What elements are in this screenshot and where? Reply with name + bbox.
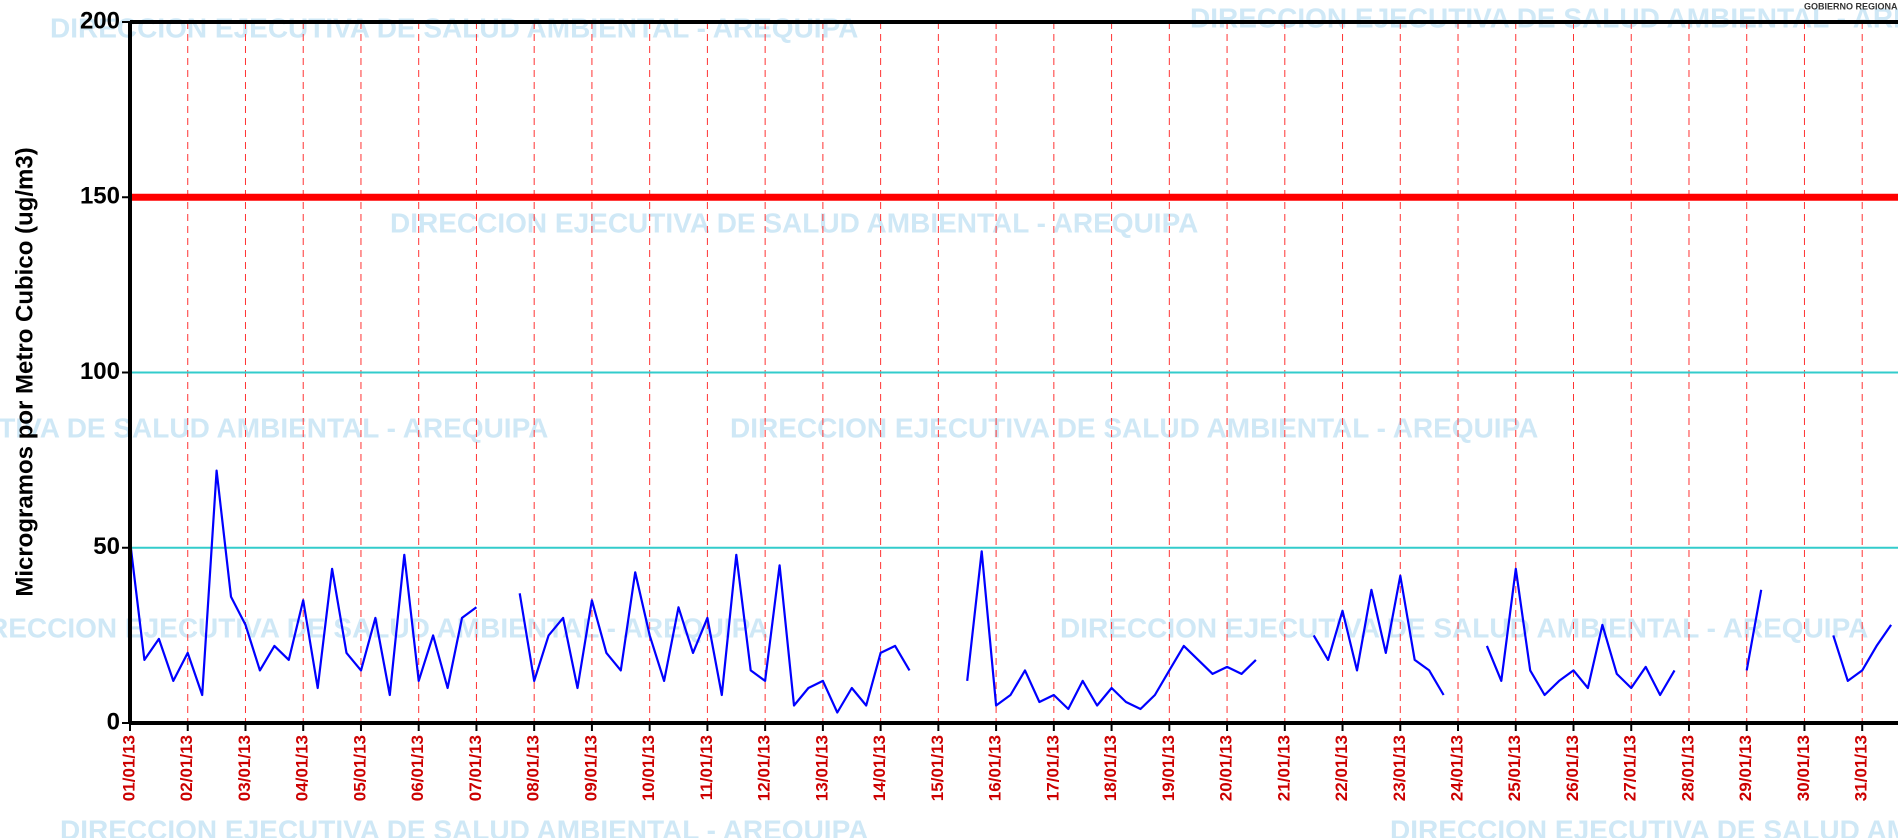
watermark: DIRECCION EJECUTIVA DE SALUD AMBIENTAL -…: [60, 814, 868, 838]
x-tick-label: 09/01/13: [581, 735, 600, 801]
x-tick-label: 04/01/13: [293, 735, 312, 801]
x-tick-label: 28/01/13: [1678, 735, 1697, 801]
x-tick-label: 15/01/13: [928, 735, 947, 801]
x-tick-label: 12/01/13: [755, 735, 774, 801]
watermark: DIRECCION EJECUTIVA DE SALUD AMBIENTAL -…: [1190, 2, 1898, 33]
data-line: [128, 469, 1893, 714]
x-tick-label: 22/01/13: [1332, 735, 1351, 801]
x-tick-label: 16/01/13: [986, 735, 1005, 801]
watermark: DIRECCION EJECUTIVA DE SALUD AMBIENTAL -…: [50, 12, 858, 43]
y-tick-label: 200: [80, 7, 120, 34]
y-tick-label: 0: [107, 708, 120, 735]
watermark: DIRECCION EJECUTIVA DE SALUD AMBIENTAL -…: [0, 612, 768, 643]
watermark: DIRECCION EJECUTIVA DE SALUD AMBIENTAL -…: [1060, 612, 1868, 643]
x-tick-label: 30/01/13: [1794, 735, 1813, 801]
x-tick-label: 29/01/13: [1736, 735, 1755, 801]
corner-text: GOBIERNO REGIONAL: [1804, 1, 1898, 11]
y-tick-label: 50: [93, 533, 120, 560]
x-tick-label: 27/01/13: [1621, 735, 1640, 801]
x-tick-label: 11/01/13: [697, 735, 716, 800]
x-tick-label: 20/01/13: [1217, 735, 1236, 801]
x-tick-label: 23/01/13: [1390, 735, 1409, 801]
x-tick-label: 07/01/13: [466, 735, 485, 801]
watermark: DIRECCION EJECUTIVA DE SALUD AMBIENTAL -…: [730, 412, 1538, 443]
x-tick-label: 05/01/13: [350, 735, 369, 801]
x-tick-label: 31/01/13: [1852, 735, 1871, 801]
x-tick-label: 24/01/13: [1448, 735, 1467, 801]
watermark: DIRECCION EJECUTIVA DE SALUD AMBIENTAL -…: [0, 412, 548, 443]
x-tick-label: 08/01/13: [524, 735, 543, 801]
x-tick-label: 26/01/13: [1563, 735, 1582, 801]
watermark: DIRECCION EJECUTIVA DE SALUD AMBIENTAL -…: [1390, 814, 1898, 838]
x-tick-label: 25/01/13: [1505, 735, 1524, 801]
y-tick-label: 100: [80, 358, 120, 385]
x-tick-label: 21/01/13: [1274, 735, 1293, 801]
y-tick-label: 150: [80, 183, 120, 210]
x-tick-label: 19/01/13: [1159, 735, 1178, 801]
x-tick-label: 03/01/13: [235, 735, 254, 801]
x-tick-label: 17/01/13: [1043, 735, 1062, 801]
x-tick-label: 10/01/13: [639, 735, 658, 801]
x-tick-label: 06/01/13: [408, 735, 427, 801]
y-axis-label: Microgramos por Metro Cubico (ug/m3): [11, 147, 38, 596]
x-tick-label: 14/01/13: [870, 735, 889, 801]
watermark: DIRECCION EJECUTIVA DE SALUD AMBIENTAL -…: [390, 207, 1198, 238]
x-tick-label: 02/01/13: [177, 735, 196, 801]
x-tick-label: 13/01/13: [812, 735, 831, 801]
x-tick-label: 18/01/13: [1101, 735, 1120, 801]
x-tick-label: 01/01/13: [119, 735, 138, 801]
